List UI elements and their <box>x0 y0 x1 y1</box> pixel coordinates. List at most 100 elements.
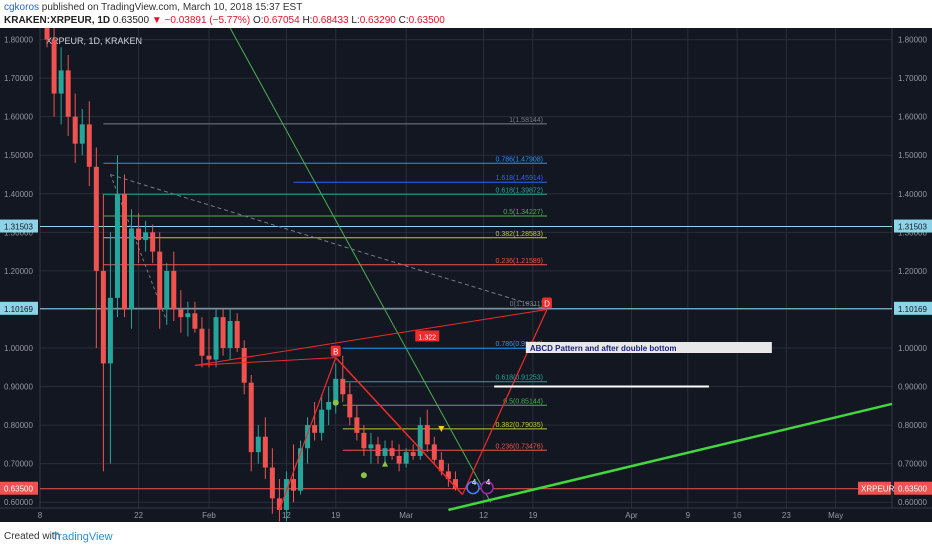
abcd-point-label: D <box>544 299 550 308</box>
abcd-point-marker <box>330 345 341 357</box>
price-tag-right <box>894 301 932 315</box>
chart-canvas[interactable]: 1.80000 1.80000 1.70000 1.70000 1.60000 1.600… <box>0 0 932 522</box>
candle-body <box>262 436 268 468</box>
candle-body <box>72 116 78 144</box>
candle-body <box>333 378 339 402</box>
price-tag-right <box>894 219 932 233</box>
y-tick-label-right: 1.40000 <box>898 190 927 199</box>
price-chart[interactable]: 1.80000 1.80000 1.70000 1.70000 1.60000 1.600… <box>0 0 932 522</box>
y-tick-label-right: 0.60000 <box>898 498 927 507</box>
y-tick-label-left: 1.80000 <box>4 36 33 45</box>
candle-body <box>51 39 57 94</box>
candle-body <box>227 321 233 348</box>
candle-body <box>241 348 247 383</box>
candle-body <box>136 228 142 241</box>
candle-body <box>199 328 205 356</box>
x-tick-label: Feb <box>202 511 216 520</box>
change-value: −0.03891 (−5.77%) <box>164 15 251 26</box>
candle-body <box>368 444 374 449</box>
close-label: C: <box>398 15 409 26</box>
x-tick-label: Mar <box>399 511 413 520</box>
y-tick-label-right: 0.90000 <box>898 383 927 392</box>
candle-body <box>121 193 127 310</box>
candle-body <box>445 471 451 480</box>
candle-body <box>178 309 184 318</box>
x-tick-label: 23 <box>782 511 791 520</box>
symbol-label: KRAKEN:XRPEUR, 1D <box>4 15 111 26</box>
price-tag-left <box>0 219 38 233</box>
dashed-trend-line <box>110 174 548 310</box>
count-marker-label: 4 <box>486 478 491 487</box>
candle-body <box>206 355 212 360</box>
price-tag-left-text: 0.63500 <box>4 485 33 494</box>
candle-body <box>65 70 71 117</box>
fib-level-label: 0.382(1.28583) <box>495 231 542 238</box>
low-value: 0.63290 <box>359 15 396 26</box>
y-tick-label-right: 0.80000 <box>898 421 927 430</box>
abcd-point-marker <box>541 297 552 309</box>
price-tag-right-text: 0.63500 <box>898 485 927 494</box>
count-marker <box>466 480 480 495</box>
chart-legend: XRPEUR, 1D, KRAKEN <box>46 36 142 46</box>
candle-body <box>157 251 163 310</box>
count-marker-label: 4 <box>472 478 477 487</box>
price-tag-right-text: 1.10169 <box>898 305 927 314</box>
chart-footer: Created with TradingView <box>0 522 932 550</box>
fib-level-label: 0.382(0.79035) <box>495 422 542 429</box>
open-label: O: <box>252 15 264 26</box>
fib-level-label: 0.5(1.34227) <box>503 209 543 216</box>
count-marker <box>480 480 494 495</box>
created-with-text: Created with <box>4 531 61 542</box>
candle-body <box>213 317 219 360</box>
candle-body <box>438 459 444 472</box>
last-price: 0.63500 <box>112 15 150 26</box>
y-tick-label-left: 0.60000 <box>4 498 33 507</box>
candle-body <box>114 193 120 298</box>
candle-body <box>234 321 240 348</box>
candle-body <box>452 479 458 489</box>
high-label: H: <box>302 15 313 26</box>
price-tag-left <box>0 481 38 495</box>
y-tick-label-left: 0.90000 <box>4 383 33 392</box>
candle-body <box>417 425 423 456</box>
candle-body <box>319 409 325 433</box>
candle-body <box>375 444 381 456</box>
high-value: 0.68433 <box>312 15 349 26</box>
tradingview-logo[interactable]: TradingView <box>52 531 113 543</box>
y-tick-label-left: 1.00000 <box>4 344 33 353</box>
abcd-point-label: B <box>333 348 338 357</box>
fib-level-label: 0.618(1.39872) <box>495 187 542 194</box>
candle-body <box>143 232 149 241</box>
candle-body <box>347 394 353 418</box>
price-tag-right <box>894 481 932 495</box>
candle-body <box>283 479 289 510</box>
candle-body <box>276 498 282 510</box>
candle-body <box>220 317 226 348</box>
price-tag-right-text: 1.31503 <box>898 223 927 232</box>
x-tick-label: 22 <box>134 511 143 520</box>
y-tick-label-right: 1.80000 <box>898 36 927 45</box>
author-link[interactable]: cgkoros <box>4 2 40 13</box>
y-tick-label-right: 1.70000 <box>898 74 927 83</box>
y-tick-label-right: 1.50000 <box>898 151 927 160</box>
y-tick-label-left: 0.70000 <box>4 460 33 469</box>
x-tick-label: 12 <box>479 511 488 520</box>
price-tag-left-text: 1.10169 <box>4 305 33 314</box>
ohlc-line: KRAKEN:XRPEUR, 1D 0.63500 ▼ −0.03891 (−5… <box>4 15 445 26</box>
candle-body <box>164 270 170 310</box>
candle-body <box>44 0 50 40</box>
candle-body <box>129 228 135 310</box>
x-tick-label: 16 <box>733 511 742 520</box>
fib-level-label: 0.5(0.85144) <box>503 398 543 405</box>
candle-body <box>58 70 64 94</box>
candle-body <box>100 270 106 364</box>
annotation-box <box>525 342 772 353</box>
y-tick-label-right: 0.70000 <box>898 460 927 469</box>
candle-body <box>396 455 402 464</box>
candle-body <box>171 270 177 310</box>
candle-body <box>312 425 318 433</box>
y-tick-label-left: 1.70000 <box>4 74 33 83</box>
symbol-tag <box>858 481 891 495</box>
fib-level-label: 0.618(0.91253) <box>495 375 542 382</box>
x-tick-label: 8 <box>38 511 43 520</box>
